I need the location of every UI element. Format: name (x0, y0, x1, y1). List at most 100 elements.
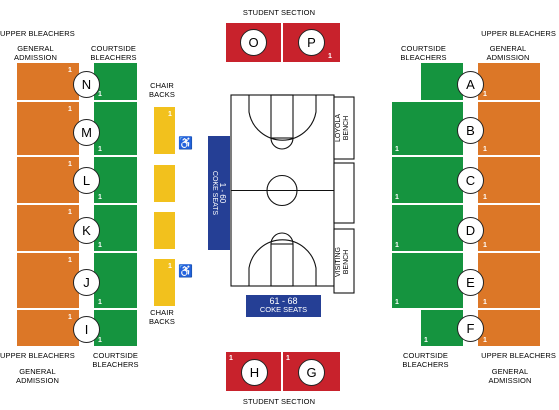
label-line: COURTSIDE (93, 351, 138, 360)
right-courtside-e[interactable]: 1 (392, 253, 463, 308)
section-o-marker[interactable]: O (240, 29, 267, 56)
left-courtside-k[interactable]: 1 (94, 205, 137, 251)
section-n-marker[interactable]: N (73, 71, 100, 98)
label-line: BENCH (343, 249, 350, 275)
row-one-mark: 1 (68, 257, 72, 264)
section-g[interactable]: 1 G (283, 352, 340, 391)
left-general-admission-j[interactable]: 1 (17, 253, 79, 308)
row-one-mark: 1 (98, 146, 102, 153)
right-courtside-b[interactable]: 1 (392, 102, 463, 155)
left-upper-bleachers-bottom-label: UPPER BLEACHERS (0, 351, 75, 360)
section-l-marker[interactable]: L (73, 167, 100, 194)
row-one-mark: 1 (483, 299, 487, 306)
section-k-marker[interactable]: K (73, 217, 100, 244)
wheelchair-icon: ♿ (178, 264, 193, 278)
label-line: CHAIR (150, 81, 174, 90)
chair-backs-bottom-label: CHAIR BACKS (142, 308, 182, 326)
right-general-admission-d[interactable]: 1 (478, 205, 540, 251)
section-p-marker[interactable]: P (298, 29, 325, 56)
section-h[interactable]: 1 H (226, 352, 281, 391)
left-courtside-j[interactable]: 1 (94, 253, 137, 308)
label-line: BACKS (149, 89, 175, 99)
row-one-mark: 1 (68, 161, 72, 168)
label-line: ADMISSION (486, 52, 530, 62)
coke-seats-bottom[interactable]: 61 - 68 COKE SEATS (246, 295, 321, 317)
coke-seats-range: 61 - 68 (269, 296, 298, 306)
coke-seats-name: COKE SEATS (259, 305, 308, 314)
right-general-admission-a[interactable]: 1 (478, 63, 540, 100)
right-courtside-d[interactable]: 1 (392, 205, 463, 251)
row-one-mark: 1 (483, 242, 487, 249)
label-line: BLEACHERS (92, 359, 139, 369)
right-general-admission-e[interactable]: 1 (478, 253, 540, 308)
loyola-bench-label: LOYOLA BENCH (335, 98, 353, 158)
label-line: GENERAL (491, 367, 529, 376)
right-general-admission-c[interactable]: 1 (478, 157, 540, 203)
label-line: BLEACHERS (400, 52, 447, 62)
left-general-admission-k[interactable]: 1 (17, 205, 79, 251)
left-upper-bleachers-label: UPPER BLEACHERS (0, 29, 75, 38)
row-one-mark: 1 (395, 194, 399, 201)
chair-backs-block-2[interactable] (154, 165, 175, 202)
right-courtside-a[interactable] (421, 63, 463, 100)
chair-backs-block-3[interactable] (154, 212, 175, 249)
row-one-mark: 1 (68, 67, 72, 74)
label-line: COURTSIDE (401, 44, 446, 53)
section-h-marker[interactable]: H (241, 359, 268, 386)
row-one-mark: 1 (483, 194, 487, 201)
label-line: BLEACHERS (90, 52, 137, 62)
left-courtside-m[interactable]: 1 (94, 102, 137, 155)
section-a-marker[interactable]: A (457, 71, 484, 98)
right-courtside-c[interactable]: 1 (392, 157, 463, 203)
section-f-marker[interactable]: F (457, 315, 484, 342)
section-o[interactable]: O (226, 23, 281, 62)
right-courtside-f[interactable]: 1 (421, 310, 463, 346)
left-general-admission-i[interactable]: 1 (17, 310, 79, 346)
right-general-admission-f[interactable]: 1 (478, 310, 540, 346)
section-i-marker[interactable]: I (73, 316, 100, 343)
coke-seats-name: COKE SEATS (211, 170, 218, 216)
label-line: CHAIR (150, 308, 174, 317)
coke-seats-side[interactable]: 1 - 60 COKE SEATS (208, 136, 230, 250)
left-general-admission-n[interactable]: 1 (17, 63, 79, 100)
row-one-mark: 1 (483, 146, 487, 153)
left-general-admission-l[interactable]: 1 (17, 157, 79, 203)
section-b-marker[interactable]: B (457, 117, 484, 144)
label-line: GENERAL (19, 367, 56, 376)
section-e-marker[interactable]: E (457, 269, 484, 296)
row-one-mark: 1 (68, 314, 72, 321)
row-one-mark: 1 (229, 355, 233, 362)
row-one-mark: 1 (328, 53, 332, 60)
left-courtside-n[interactable]: 1 (94, 63, 137, 100)
left-courtside-i[interactable]: 1 (94, 310, 137, 346)
label-line: GENERAL (489, 44, 527, 53)
section-c-marker[interactable]: C (457, 167, 484, 194)
right-general-admission-b[interactable]: 1 (478, 102, 540, 155)
label-line: ADMISSION (16, 375, 59, 385)
chair-backs-block-4[interactable]: 1 (154, 259, 175, 306)
left-general-admission-m[interactable]: 1 (17, 102, 79, 155)
label-line: VISITING (335, 247, 342, 277)
left-general-admission-bottom-label: GENERAL ADMISSION (10, 367, 65, 385)
coke-seats-range: 1 - 60 (218, 182, 227, 204)
right-upper-bleachers-label: UPPER BLEACHERS (481, 29, 556, 38)
wheelchair-icon: ♿ (178, 136, 193, 150)
section-d-marker[interactable]: D (457, 217, 484, 244)
chair-backs-block-1[interactable]: 1 (154, 107, 175, 154)
chair-backs-top-label: CHAIR BACKS (142, 81, 182, 99)
row-one-mark: 1 (395, 242, 399, 249)
label-line: LOYOLA (335, 114, 342, 143)
label-line: ADMISSION (488, 375, 532, 385)
row-one-mark: 1 (168, 111, 172, 118)
row-one-mark: 1 (98, 242, 102, 249)
top-student-section-title: STUDENT SECTION (242, 8, 316, 17)
section-m-marker[interactable]: M (73, 119, 100, 146)
row-one-mark: 1 (168, 263, 172, 270)
section-p[interactable]: P 1 (283, 23, 340, 62)
section-j-marker[interactable]: J (73, 269, 100, 296)
right-general-admission-bottom-label: GENERAL ADMISSION (480, 367, 540, 385)
label-line: COURTSIDE (91, 44, 136, 53)
left-courtside-l[interactable]: 1 (94, 157, 137, 203)
section-g-marker[interactable]: G (298, 359, 325, 386)
